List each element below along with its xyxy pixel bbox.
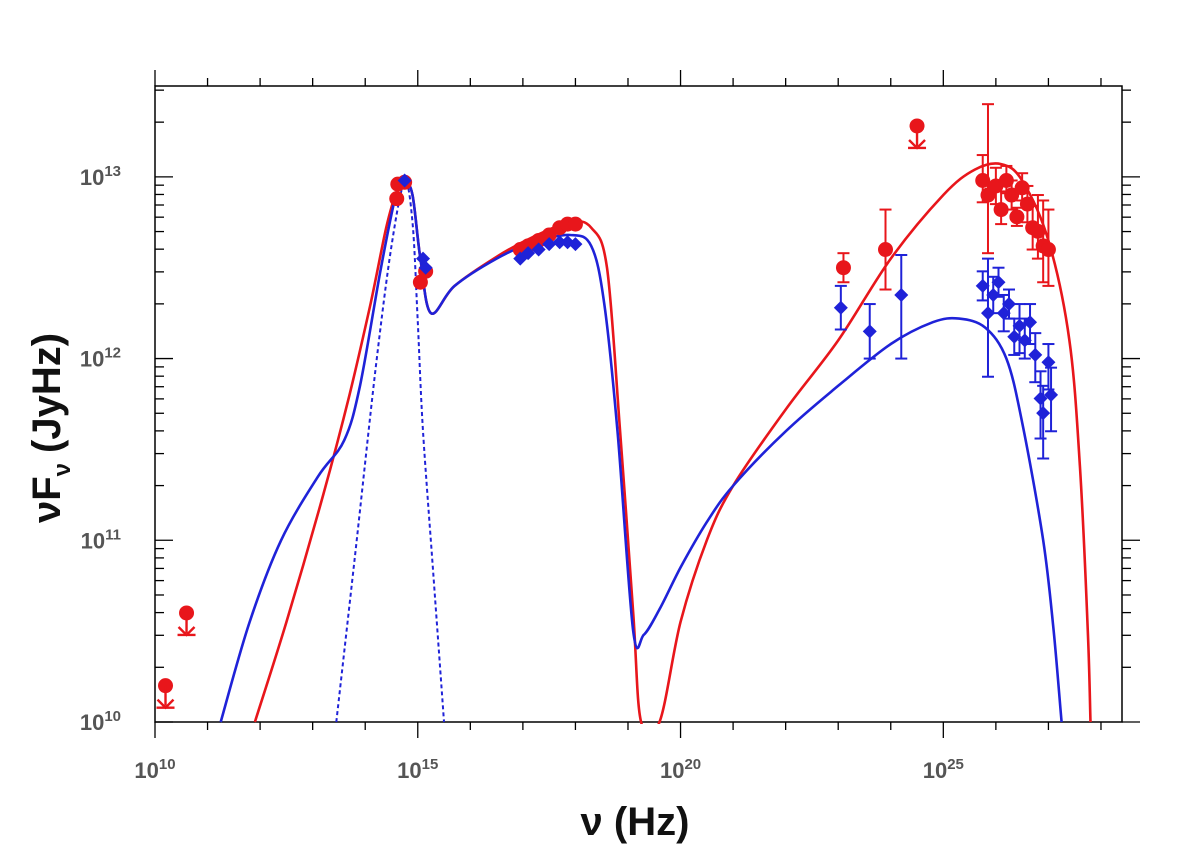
- series-layer: [156, 103, 1092, 724]
- blue-data-point: [418, 260, 433, 275]
- y-tick-label: 1011: [81, 526, 121, 553]
- y-axis-title-main: νF: [25, 476, 69, 523]
- red-data-point: [975, 172, 991, 188]
- y-tick-label: 1010: [80, 708, 121, 735]
- blue-data-point: [568, 237, 583, 252]
- blue-data-point: [986, 287, 1001, 302]
- blue-data-point: [1044, 387, 1059, 402]
- blue-data-point: [1002, 297, 1017, 312]
- y-tick-label: 1013: [80, 163, 121, 190]
- blue-data-point: [894, 287, 909, 302]
- red-data-point: [1009, 209, 1025, 225]
- x-tick-label: 1020: [660, 756, 701, 783]
- red-data-point: [835, 260, 851, 276]
- red-data-point: [878, 242, 894, 258]
- y-axis-title: νFν (JyHz): [25, 333, 76, 523]
- x-axis-title: ν (Hz): [581, 800, 690, 844]
- x-tick-label: 1010: [134, 756, 175, 783]
- blue-data-point: [975, 278, 990, 293]
- red-data-point: [1019, 196, 1035, 212]
- x-tick-label: 1025: [923, 756, 964, 783]
- axes: [154, 70, 1140, 738]
- blue-data-point: [521, 246, 536, 261]
- y-axis-title-unit: (JyHz): [25, 333, 69, 453]
- blue-data-point: [531, 242, 546, 257]
- blue-data-point: [996, 306, 1011, 321]
- blue-data-point: [1007, 329, 1022, 344]
- red-data-point: [1040, 242, 1056, 258]
- blue-data-point: [1028, 347, 1043, 362]
- y-tick-label: 1012: [80, 345, 121, 372]
- red-data-point: [567, 216, 583, 232]
- red-data-point: [993, 202, 1009, 218]
- blue-data-point: [552, 235, 567, 250]
- blue-dotted-component-curve: [335, 180, 445, 723]
- blue-data-point: [542, 237, 557, 252]
- blue-data-point: [991, 275, 1006, 290]
- blue-data-point: [833, 300, 848, 315]
- blue-data-point: [1023, 315, 1038, 330]
- blue-data-point: [1041, 355, 1056, 370]
- blue-data-point: [397, 173, 412, 188]
- red-data-point: [389, 191, 405, 207]
- red-data-point: [541, 227, 557, 243]
- blue-data-point: [862, 324, 877, 339]
- blue-model-curve: [219, 179, 1063, 723]
- blue-data-point: [1012, 318, 1027, 333]
- red-model-curve: [253, 162, 1092, 724]
- red-data-point: [1004, 187, 1020, 203]
- labels-layer: ν (Hz) νFν (JyHz) 1010 1011 1012 1013 1010 101…: [25, 163, 964, 844]
- red-data-point: [1014, 180, 1030, 196]
- blue-data-point: [1036, 406, 1051, 421]
- plot-frame: [154, 85, 1123, 723]
- y-axis-title-sub: ν: [49, 463, 76, 476]
- red-data-point: [1030, 223, 1046, 239]
- x-tick-label: 1015: [397, 756, 438, 783]
